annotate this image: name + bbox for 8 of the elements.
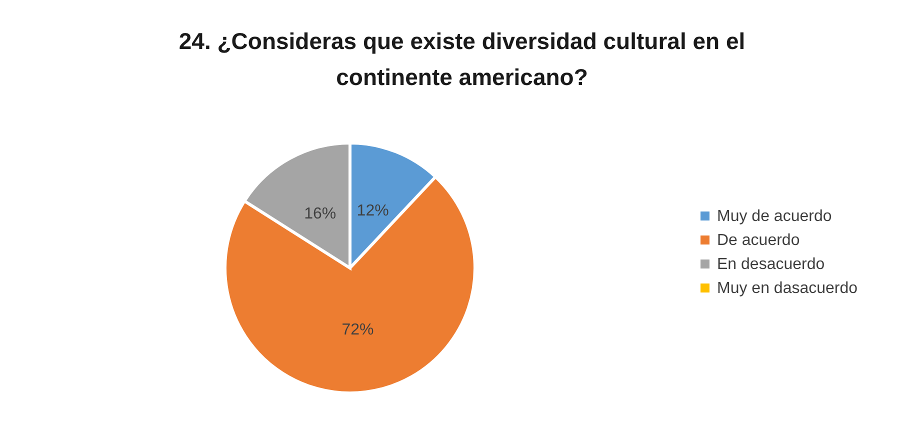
- data-label: 12%: [356, 202, 389, 220]
- legend-label: En desacuerdo: [717, 256, 825, 273]
- legend-label: Muy de acuerdo: [717, 208, 832, 225]
- data-label: 16%: [304, 206, 336, 223]
- legend-label: De acuerdo: [717, 232, 800, 249]
- legend-label: Muy en dasacuerdo: [717, 280, 858, 297]
- data-label: 72%: [342, 322, 374, 339]
- chart-title: 24. ¿Consideras que existe diversidad cultural en el continente americano?: [178, 28, 746, 90]
